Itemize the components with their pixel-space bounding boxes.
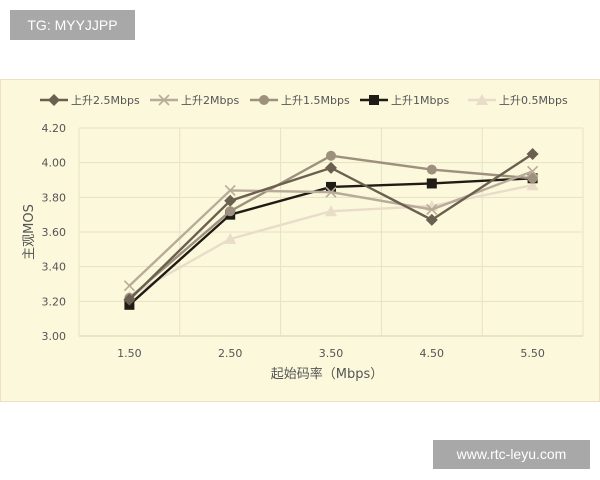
data-point: [527, 165, 539, 177]
watermark-top: TG: MYYJJPP: [10, 10, 135, 40]
data-point: [326, 181, 336, 192]
x-axis-label: 起始码率（Mbps）: [271, 366, 384, 382]
y-tick-label: 3.60: [42, 226, 67, 239]
x-tick-label: 3.50: [319, 347, 344, 360]
y-tick-label: 4.00: [42, 157, 67, 170]
data-point: [224, 194, 237, 207]
x-tick-label: 4.50: [420, 347, 445, 360]
data-point: [526, 179, 539, 191]
legend-marker: [369, 95, 379, 105]
legend-label: 上升1.5Mbps: [281, 94, 350, 107]
legend-marker: [158, 94, 170, 106]
data-point: [426, 203, 438, 216]
y-axis-label: 主观MOS: [22, 204, 37, 260]
data-point: [123, 293, 136, 306]
data-point: [325, 161, 337, 174]
series-line: [128, 154, 533, 299]
data-point: [224, 232, 237, 244]
data-point: [326, 150, 336, 161]
y-tick-label: 3.00: [42, 330, 67, 343]
legend-label: 上升0.5Mbps: [499, 94, 568, 107]
chart-area: [0, 79, 600, 402]
y-tick-label: 3.20: [42, 295, 67, 308]
legend-label: 上升2.5Mbps: [71, 94, 140, 107]
y-tick-label: 3.80: [42, 191, 67, 204]
data-point: [123, 280, 135, 292]
data-point: [325, 205, 337, 217]
x-tick-label: 1.50: [117, 347, 142, 360]
legend-marker: [259, 95, 269, 105]
legend-label: 上升2Mbps: [181, 94, 239, 107]
y-tick-label: 3.40: [42, 261, 67, 274]
data-point: [426, 164, 437, 175]
watermark-bottom: www.rtc-leyu.com: [433, 440, 590, 469]
data-point: [526, 148, 539, 160]
data-point: [225, 206, 236, 217]
legend-marker: [476, 94, 488, 105]
legend-label: 上升1Mbps: [391, 94, 449, 107]
y-tick-label: 4.20: [42, 122, 67, 135]
x-tick-label: 2.50: [218, 347, 243, 360]
data-point: [425, 213, 438, 226]
series-line: [128, 152, 534, 301]
data-point: [325, 186, 337, 198]
x-tick-label: 5.50: [520, 347, 545, 360]
data-point: [426, 178, 437, 189]
data-point: [527, 173, 538, 184]
data-point: [224, 184, 236, 196]
legend-marker: [48, 94, 60, 106]
